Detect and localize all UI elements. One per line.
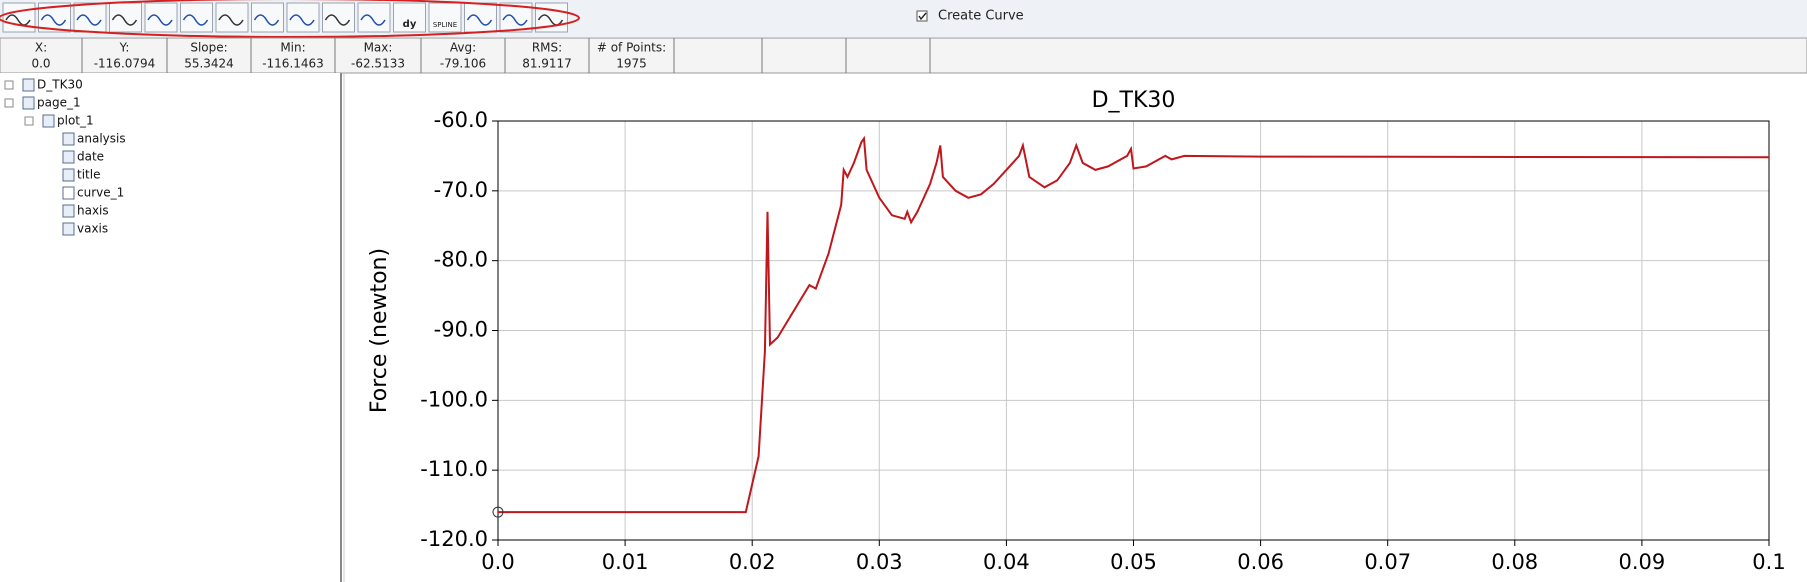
stat-label: Min: xyxy=(280,41,305,55)
stat-value: 1975 xyxy=(616,57,647,71)
tree-icon xyxy=(42,114,55,128)
tree-icon xyxy=(62,204,75,218)
tree-expander xyxy=(4,98,14,108)
tree-expander xyxy=(4,80,14,90)
tool-glyph xyxy=(147,14,173,26)
tree-item[interactable]: title xyxy=(77,168,100,182)
check-mark xyxy=(918,12,927,21)
stat-value: -116.1463 xyxy=(262,57,324,71)
stat-label: Max: xyxy=(364,41,393,55)
plot-border xyxy=(497,120,1770,541)
tree-icon xyxy=(22,78,35,92)
stat-label: # of Points: xyxy=(597,41,666,55)
tool-glyph xyxy=(5,14,31,26)
tree-icon xyxy=(62,168,75,182)
x-tick-label: 0.02 xyxy=(729,550,776,574)
tree-item[interactable]: curve_1 xyxy=(77,186,124,200)
x-tick-label: 0.05 xyxy=(1110,550,1157,574)
tree-item[interactable]: analysis xyxy=(77,132,126,146)
tool-text: dy xyxy=(403,19,417,30)
tool-glyph xyxy=(324,14,351,26)
tool-glyph xyxy=(360,14,386,26)
tool-glyph xyxy=(466,14,493,26)
tool-glyph xyxy=(182,14,209,26)
tree-icon xyxy=(62,150,75,164)
tool-glyph xyxy=(289,14,315,26)
tree-icon xyxy=(62,222,75,236)
highlight-ellipse xyxy=(0,0,580,38)
tree-expander xyxy=(24,116,34,126)
tree-item[interactable]: page_1 xyxy=(37,96,81,110)
stat-value: -116.0794 xyxy=(94,57,156,71)
y-tick-label: -90.0 xyxy=(434,318,488,342)
tree-icon xyxy=(62,132,75,146)
tree-item[interactable]: date xyxy=(77,150,104,164)
y-tick-label: -110.0 xyxy=(420,457,488,481)
tool-glyph xyxy=(253,14,280,26)
stat-label: Slope: xyxy=(190,41,227,55)
x-tick-label: 0.1 xyxy=(1752,550,1785,574)
stat-value: 55.3424 xyxy=(184,57,234,71)
tool-glyph xyxy=(502,14,528,26)
x-tick-label: 0.04 xyxy=(983,550,1030,574)
tool-glyph xyxy=(76,14,102,26)
x-tick-label: 0.07 xyxy=(1364,550,1411,574)
y-tick-label: -80.0 xyxy=(434,248,488,272)
stat-value: -79.106 xyxy=(440,57,486,71)
curve xyxy=(498,135,1770,514)
y-tick-label: -70.0 xyxy=(434,178,488,202)
x-tick-label: 0.03 xyxy=(856,550,903,574)
stat-label: Y: xyxy=(119,41,130,55)
y-tick-label: -60.0 xyxy=(434,108,488,132)
tree-panel xyxy=(0,73,341,582)
tree-item[interactable]: plot_1 xyxy=(57,114,94,128)
chart-title: D_TK30 xyxy=(1092,88,1176,113)
cursor-marker xyxy=(492,506,504,518)
stat-label: X: xyxy=(35,41,47,55)
x-tick-label: 0.01 xyxy=(602,550,649,574)
stat-value: 0.0 xyxy=(31,57,50,71)
stat-label: Avg: xyxy=(450,41,476,55)
x-tick-label: 0.08 xyxy=(1491,550,1538,574)
x-tick-label: 0.09 xyxy=(1619,550,1666,574)
tool-glyph xyxy=(111,14,138,26)
stat-value: 81.9117 xyxy=(522,57,572,71)
create-curve-label[interactable]: Create Curve xyxy=(938,9,1024,24)
tool-button[interactable] xyxy=(428,2,462,33)
x-tick-label: 0.0 xyxy=(481,550,514,574)
tool-glyph xyxy=(218,14,244,26)
stat-label: RMS: xyxy=(532,41,562,55)
stat-value: -62.5133 xyxy=(351,57,405,71)
y-axis-label: Force (newton) xyxy=(367,248,392,413)
tree-item[interactable]: vaxis xyxy=(77,222,108,236)
y-tick-label: -100.0 xyxy=(420,387,488,411)
x-tick-label: 0.06 xyxy=(1237,550,1284,574)
tool-glyph xyxy=(40,14,67,26)
checkbox[interactable] xyxy=(916,10,928,22)
stats-bar xyxy=(0,37,1807,74)
tree-item[interactable]: D_TK30 xyxy=(37,78,83,92)
tree-icon xyxy=(62,186,75,200)
y-tick-label: -120.0 xyxy=(420,527,488,551)
tool-button[interactable] xyxy=(73,2,107,33)
tree-icon xyxy=(22,96,35,110)
tool-text: SPLINE xyxy=(433,21,457,29)
tool-button[interactable] xyxy=(393,2,426,33)
tree-item[interactable]: haxis xyxy=(77,204,109,218)
